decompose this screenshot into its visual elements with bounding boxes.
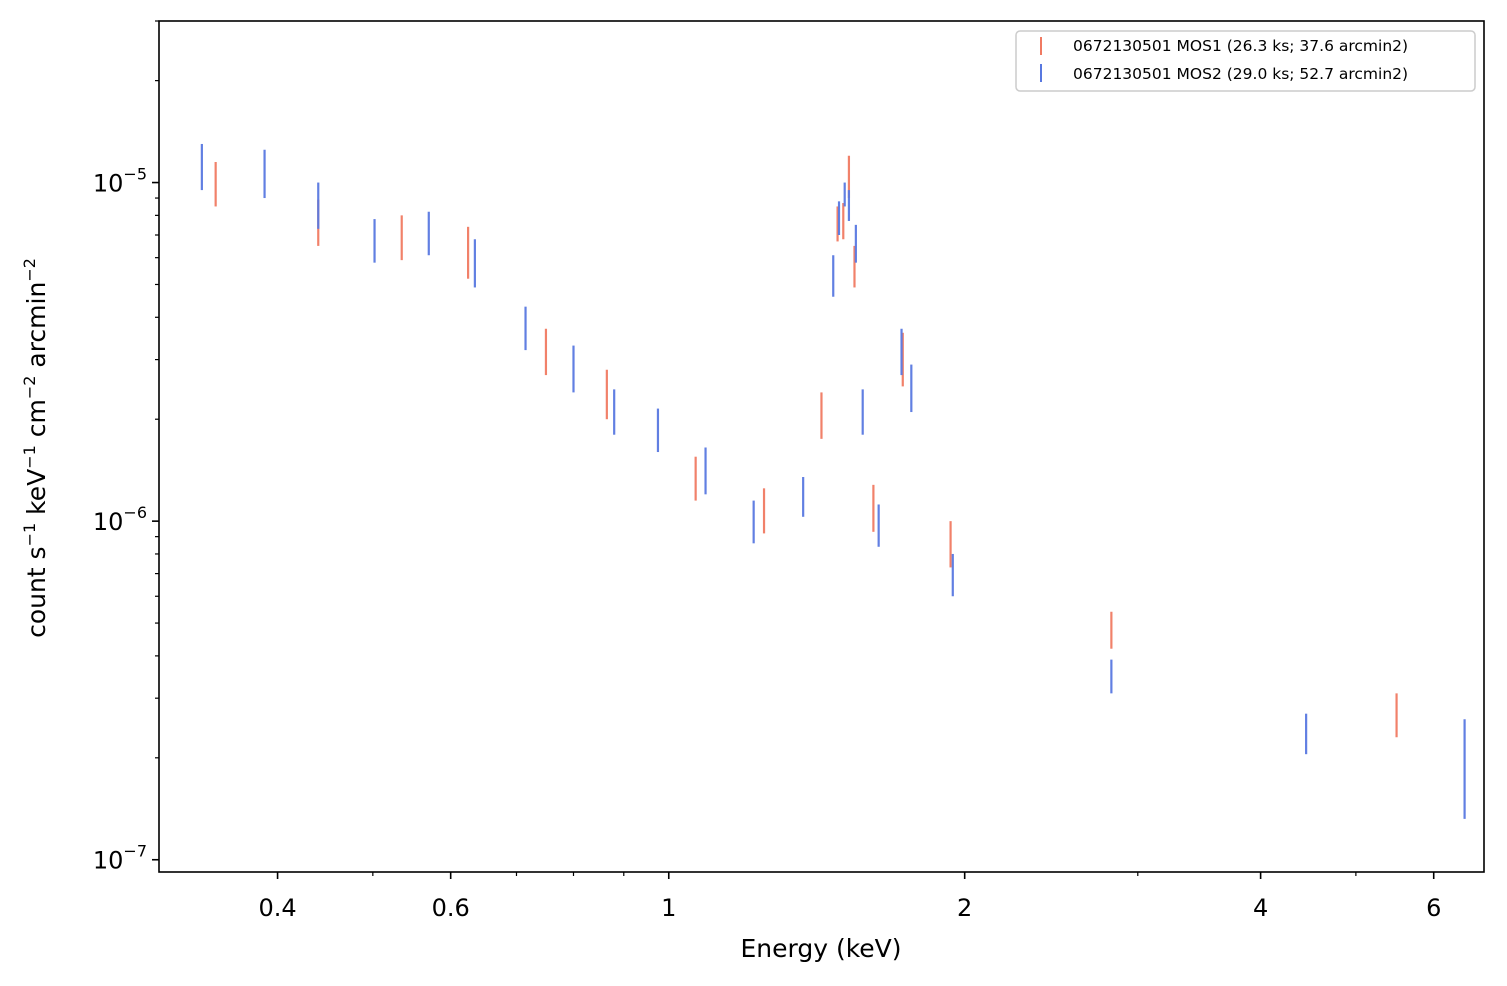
y-axis-label-cm: cm xyxy=(22,399,51,445)
x-tick-label-5: 4 xyxy=(1253,894,1268,922)
x-axis-label: Energy (keV) xyxy=(740,934,901,963)
y-axis-label-arcmin: arcmin xyxy=(22,282,51,376)
legend: 0672130501 MOS1 (26.3 ks; 37.6 arcmin2) … xyxy=(1015,30,1476,92)
y-axis-label-base: count s xyxy=(22,546,51,638)
plot-frame xyxy=(158,20,1485,873)
y-tick-label-3: 10−7 xyxy=(93,842,147,875)
y-axis-label-cm-exp: −2 xyxy=(20,376,39,400)
y-axis-label: count s−1 keV−1 cm−2 arcmin−2 xyxy=(20,258,51,638)
y-tick-label-2: 10−6 xyxy=(93,503,147,536)
x-tick-label-2: 0.6 xyxy=(432,894,470,922)
series-layer xyxy=(200,143,1466,819)
y-axis-label-kev: keV xyxy=(22,469,51,523)
series-2 xyxy=(200,143,1466,819)
x-axis-ticks: 0.4 0.6 1 2 4 6 xyxy=(258,872,1441,922)
x-tick-label-6: 6 xyxy=(1426,894,1441,922)
y-axis-ticks: 10−5 10−6 10−7 xyxy=(93,20,159,875)
x-tick-label-3: 1 xyxy=(661,894,676,922)
y-axis-label-s-exp: −1 xyxy=(20,523,39,547)
legend-label-mos2: 0672130501 MOS2 (29.0 ks; 52.7 arcmin2) xyxy=(1073,65,1408,83)
legend-box xyxy=(1015,30,1476,92)
legend-label-mos1: 0672130501 MOS1 (26.3 ks; 37.6 arcmin2) xyxy=(1073,37,1408,55)
y-tick-label-1: 10−5 xyxy=(93,165,147,198)
y-axis-label-kev-exp: −1 xyxy=(20,445,39,469)
x-tick-label-4: 2 xyxy=(957,894,972,922)
x-tick-label-1: 0.4 xyxy=(258,894,296,922)
y-axis-label-arcmin-exp: −2 xyxy=(20,258,39,282)
